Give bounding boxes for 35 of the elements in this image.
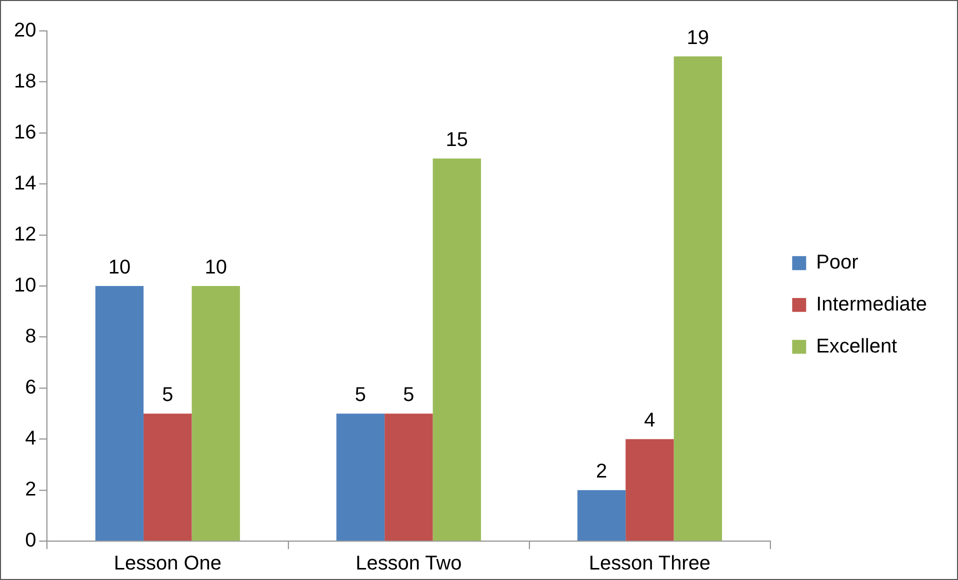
data-label: 5 <box>354 384 366 406</box>
y-tick-label: 16 <box>14 121 36 144</box>
y-tick-label: 10 <box>14 274 36 297</box>
bar <box>336 414 385 541</box>
x-tick-label: Lesson One <box>114 552 222 575</box>
x-tick-label: Lesson Two <box>356 552 462 575</box>
y-tick-label: 4 <box>25 428 36 450</box>
bar <box>95 286 144 541</box>
bar <box>144 414 192 541</box>
data-label: 5 <box>403 384 414 406</box>
data-label: 5 <box>162 384 174 406</box>
legend-label: Poor <box>816 252 859 274</box>
data-label: 10 <box>204 256 227 279</box>
y-tick-label: 0 <box>25 530 36 552</box>
bar <box>674 56 722 541</box>
data-label: 4 <box>644 410 656 432</box>
bar <box>384 414 433 541</box>
bar <box>432 158 481 541</box>
y-tick-label: 8 <box>25 326 36 348</box>
y-tick-label: 20 <box>14 19 36 42</box>
y-tick-label: 12 <box>14 224 36 246</box>
y-tick-label: 18 <box>14 70 36 92</box>
y-tick-label: 14 <box>14 172 36 194</box>
legend-label: Excellent <box>816 335 898 358</box>
x-tick-label: Lesson Three <box>588 552 711 575</box>
data-label: 15 <box>446 129 468 152</box>
data-label: 10 <box>108 256 131 279</box>
y-tick-label: 2 <box>25 478 36 501</box>
bar <box>192 286 240 541</box>
data-label: 19 <box>686 26 710 49</box>
legend-label: Intermediate <box>816 293 928 316</box>
bar <box>626 439 674 541</box>
data-label: 2 <box>596 460 608 483</box>
y-tick-label: 6 <box>25 376 36 399</box>
bar <box>577 490 626 541</box>
